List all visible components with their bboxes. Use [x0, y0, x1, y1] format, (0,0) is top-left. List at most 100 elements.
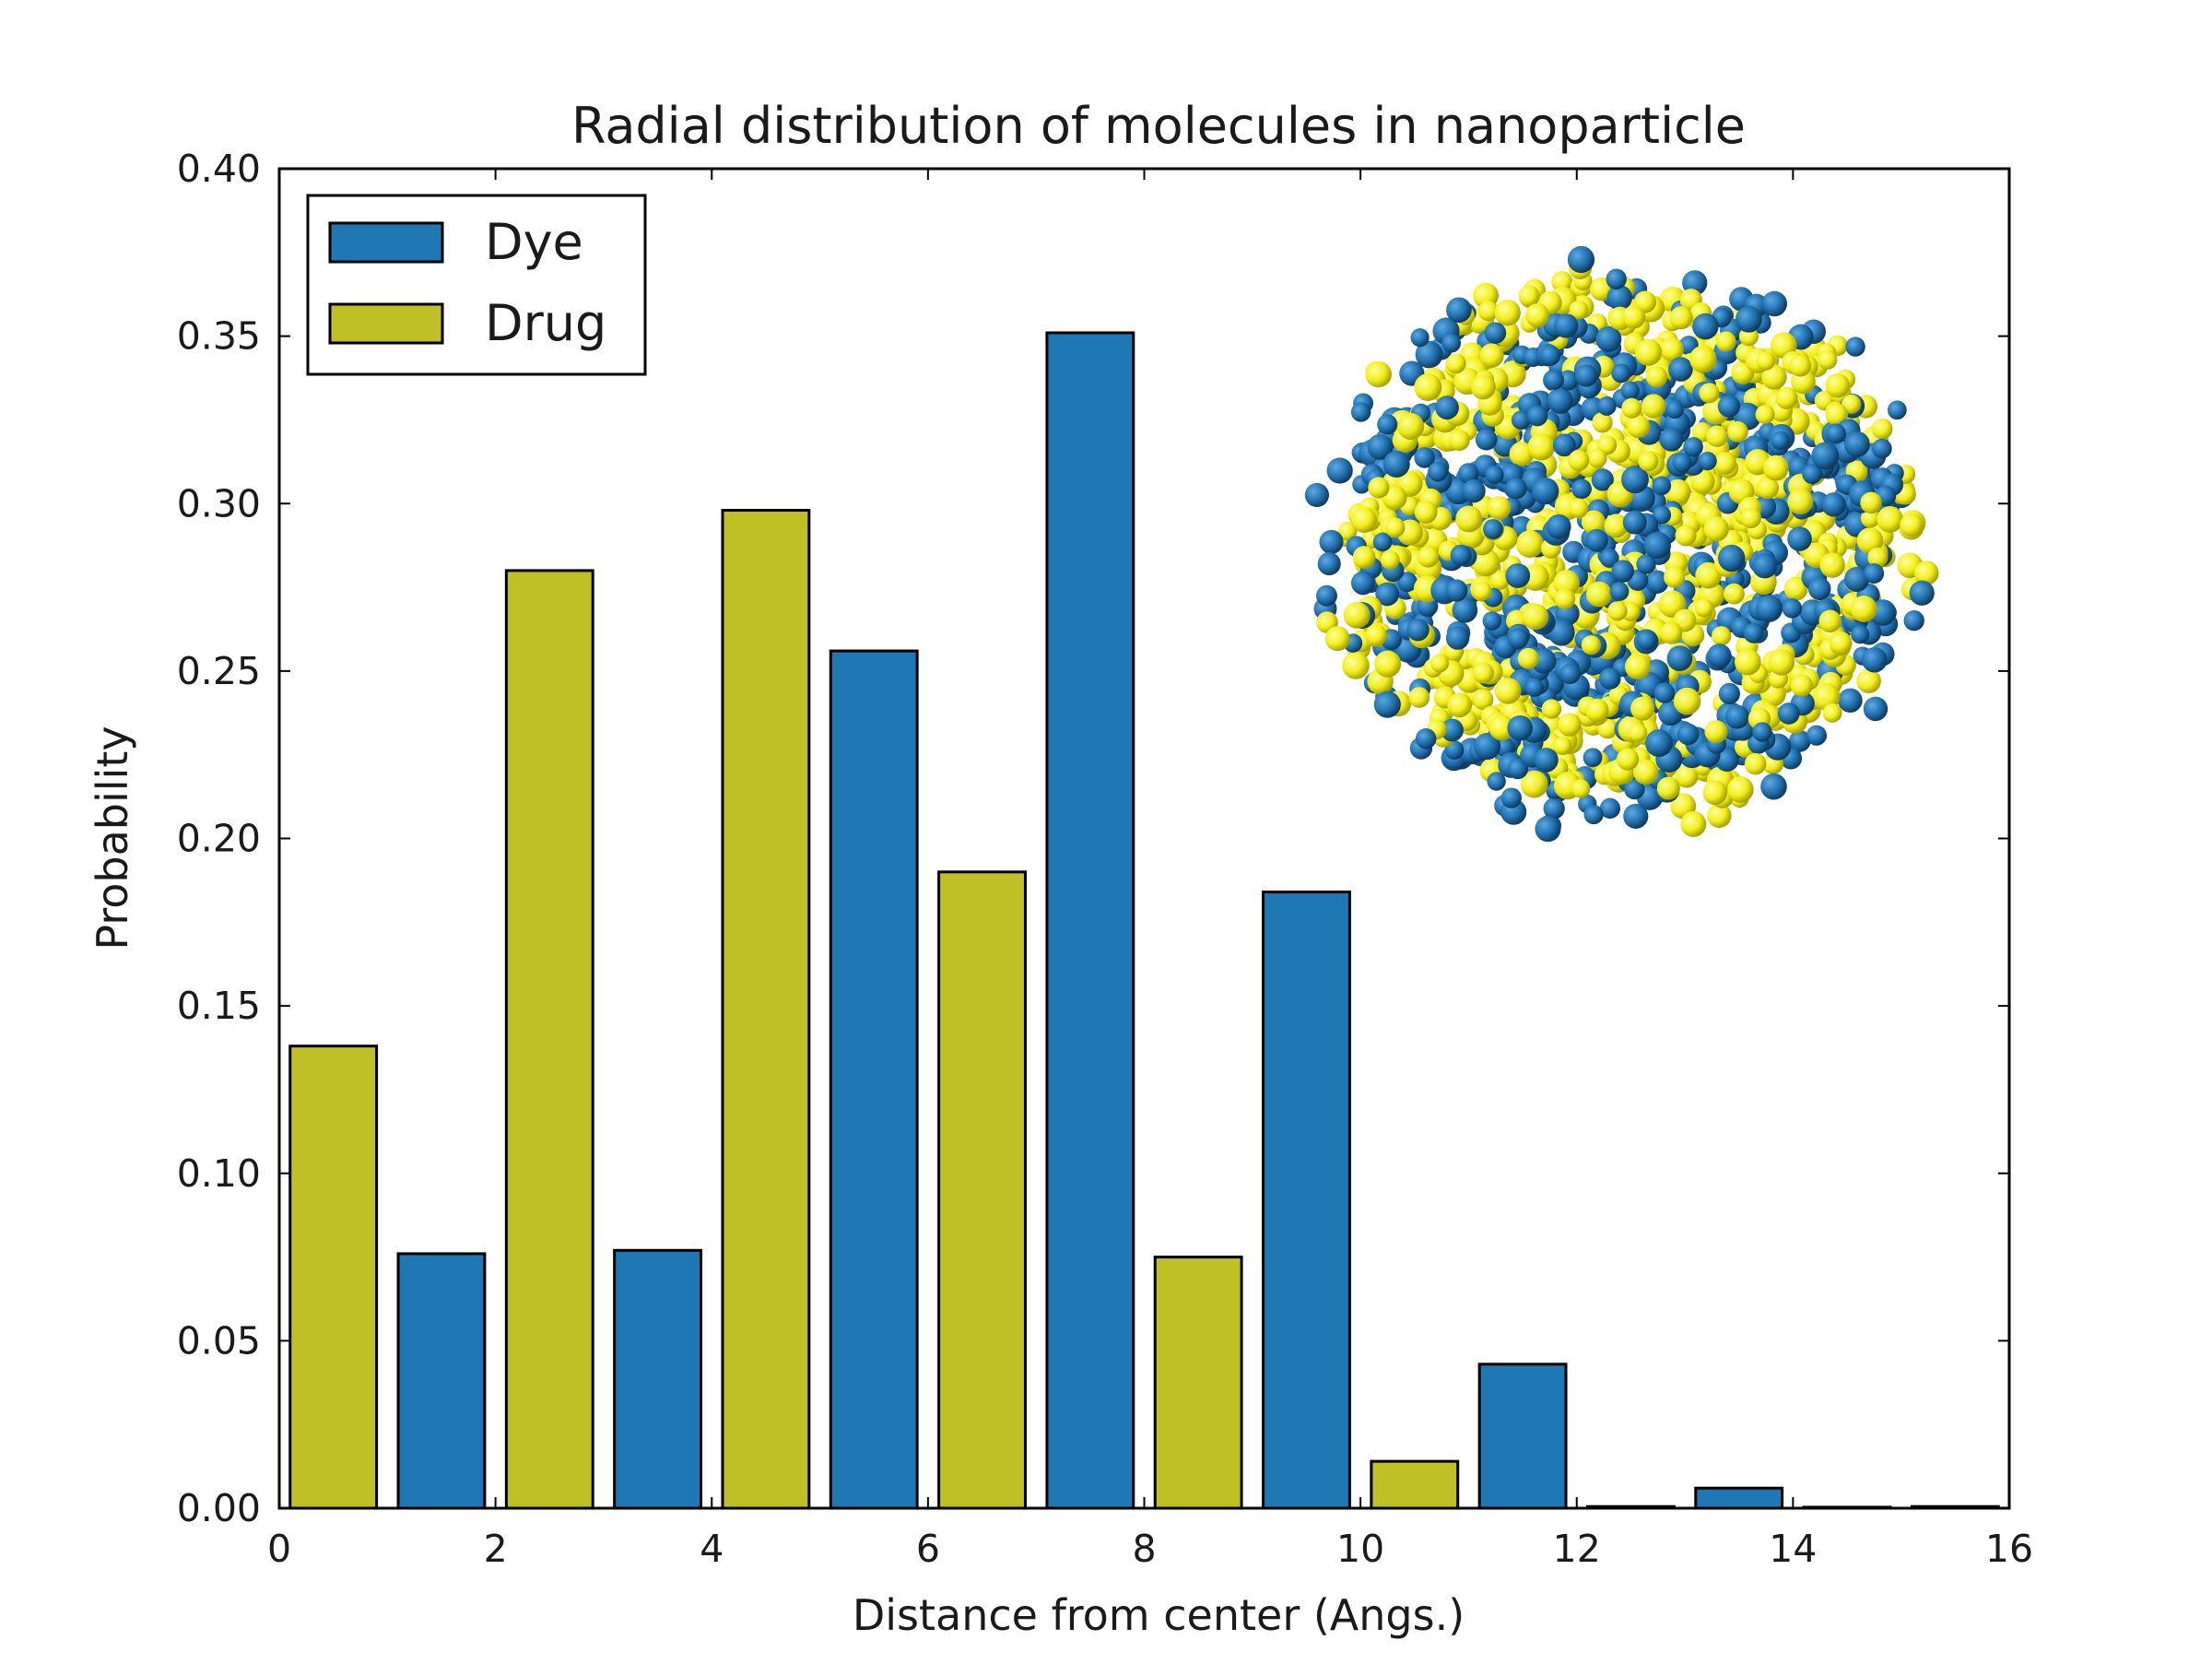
- atom: [1756, 477, 1780, 500]
- atom: [1534, 748, 1559, 773]
- atom: [1856, 527, 1884, 554]
- atom: [1669, 306, 1693, 330]
- atom: [1567, 245, 1595, 274]
- atom: [1807, 577, 1831, 600]
- atom: [1473, 732, 1501, 761]
- atom: [1479, 343, 1504, 368]
- atom: [1717, 395, 1741, 418]
- atom: [1702, 780, 1728, 806]
- atom: [1382, 451, 1410, 478]
- x-tick-label-3: 6: [916, 1527, 940, 1571]
- atom: [1507, 758, 1529, 780]
- atom: [1477, 301, 1499, 322]
- atom: [1343, 601, 1371, 629]
- atom: [1470, 374, 1496, 400]
- atom: [1604, 513, 1629, 538]
- atom: [1571, 779, 1591, 798]
- x-tick-label-1: 2: [484, 1527, 508, 1571]
- atom: [1541, 699, 1562, 719]
- atom: [1666, 645, 1693, 672]
- atom: [1524, 303, 1549, 328]
- atom: [1368, 477, 1390, 499]
- legend-swatch-dye: [328, 221, 444, 264]
- atom: [1518, 285, 1540, 307]
- atom: [1863, 562, 1885, 584]
- atom: [1447, 692, 1473, 718]
- atom: [1582, 510, 1606, 535]
- atom: [1367, 433, 1394, 460]
- atom: [1611, 560, 1634, 583]
- atom: [1408, 687, 1430, 708]
- atom: [1909, 580, 1935, 606]
- atom: [1863, 696, 1888, 722]
- atom: [1585, 528, 1608, 552]
- atom: [1415, 728, 1437, 749]
- atom: [1900, 513, 1924, 537]
- atom: [1872, 418, 1893, 440]
- atom: [1735, 648, 1761, 676]
- atom: [1527, 433, 1556, 461]
- atom: [1317, 551, 1341, 576]
- atom: [1535, 816, 1561, 843]
- atom: [1586, 581, 1612, 608]
- legend: Dye Drug: [306, 194, 647, 376]
- atom: [1374, 650, 1402, 678]
- atom: [1342, 652, 1370, 679]
- atom: [1414, 501, 1438, 524]
- atom: [1441, 718, 1464, 742]
- atom: [1872, 438, 1892, 459]
- atom: [1652, 505, 1672, 525]
- atom: [1703, 516, 1729, 542]
- atom: [1706, 425, 1728, 447]
- atom: [1591, 468, 1614, 491]
- atom: [1752, 722, 1772, 742]
- atom: [1505, 478, 1527, 500]
- atom: [1689, 345, 1717, 373]
- atom: [1756, 351, 1776, 371]
- atom: [1606, 285, 1633, 311]
- atom: [1598, 667, 1621, 690]
- bars: [288, 331, 2000, 1510]
- atom: [1638, 451, 1659, 472]
- y-tick-label-1: 0.05: [177, 1318, 261, 1363]
- atom: [1752, 553, 1778, 579]
- atom: [1714, 748, 1739, 772]
- atom: [1494, 300, 1521, 326]
- atom: [1825, 423, 1846, 444]
- atom: [1571, 478, 1592, 500]
- atom: [1622, 510, 1647, 535]
- atom: [1659, 427, 1684, 452]
- atom: [1726, 420, 1748, 443]
- atom: [1668, 357, 1693, 382]
- bar-drug-0: [288, 1044, 379, 1510]
- atom: [1659, 337, 1684, 361]
- atom: [1526, 405, 1548, 427]
- atom: [1913, 561, 1939, 585]
- atom: [1592, 412, 1613, 433]
- atom: [1375, 582, 1399, 607]
- atom: [1789, 354, 1812, 377]
- atom: [1520, 770, 1548, 798]
- atom: [1850, 596, 1877, 622]
- atom: [1319, 529, 1344, 554]
- atom: [1653, 682, 1676, 703]
- atom: [1494, 678, 1522, 704]
- atom: [1430, 654, 1450, 673]
- atom: [1715, 331, 1736, 352]
- atom: [1624, 778, 1645, 800]
- atom: [1488, 714, 1515, 741]
- atom: [1743, 622, 1764, 643]
- atom: [1304, 482, 1329, 508]
- atom: [1621, 397, 1642, 419]
- y-tick-label-2: 0.10: [177, 1151, 261, 1196]
- atom: [1410, 328, 1430, 348]
- atom: [1673, 687, 1701, 715]
- bar-drug-5: [1370, 1459, 1460, 1510]
- atom: [1821, 492, 1846, 517]
- atom: [1877, 506, 1903, 533]
- atom: [1552, 433, 1576, 457]
- atom: [1546, 513, 1571, 539]
- atom: [1446, 297, 1472, 324]
- atom: [1675, 525, 1697, 547]
